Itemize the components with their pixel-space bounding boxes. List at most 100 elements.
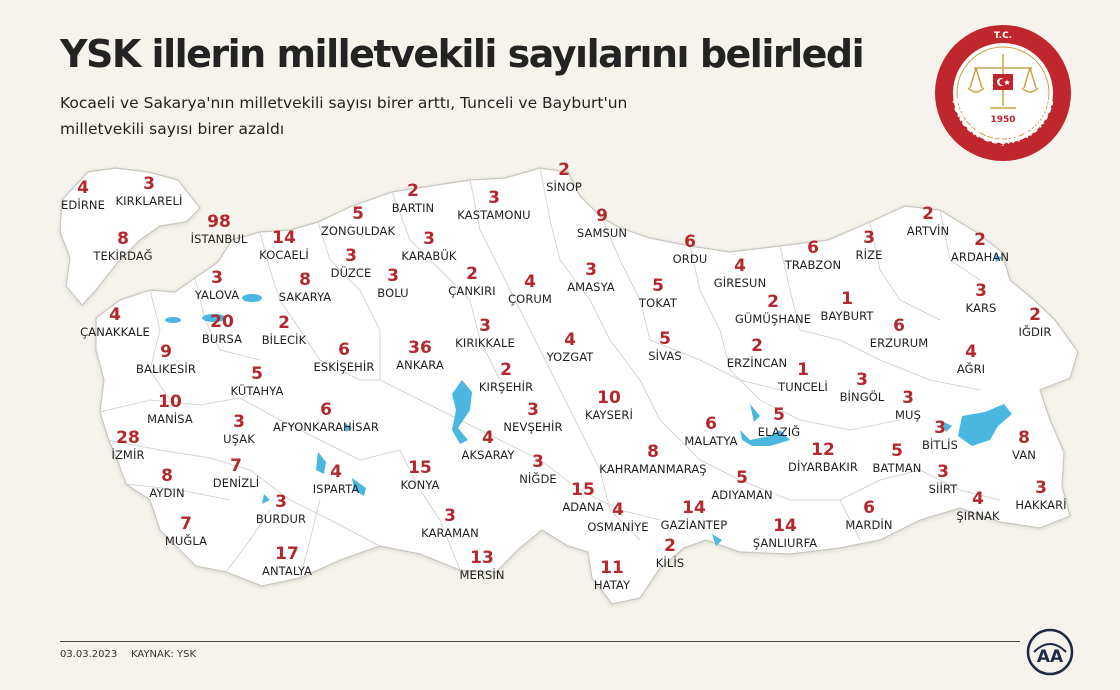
province-label: 3 KASTAMONU [457, 188, 530, 223]
seat-count: 5 [251, 364, 263, 384]
province-label: 3 BİTLİS [922, 418, 958, 453]
province-name: MALATYA [684, 434, 738, 448]
province-name: ADANA [562, 500, 604, 514]
seat-count: 3 [863, 228, 875, 248]
seat-count: 5 [659, 329, 671, 349]
ysk-seal-logo: T.C. YÜKSEK SEÇİM KURULU 1950 [935, 25, 1071, 161]
seat-count: 3 [1035, 478, 1047, 498]
lakes [165, 254, 1012, 546]
seat-count: 15 [571, 480, 595, 500]
province-label: 2 ARDAHAN [951, 230, 1009, 265]
province-label: 5 BATMAN [873, 441, 922, 476]
seat-count: 11 [600, 558, 624, 578]
province-name: İSTANBUL [190, 232, 248, 246]
seat-count: 4 [734, 256, 746, 276]
province-name: AYDIN [149, 486, 185, 500]
province-label: 8 SAKARYA [279, 270, 332, 305]
seat-count: 2 [466, 264, 478, 284]
seal-top-text: T.C. [994, 31, 1012, 41]
seat-count: 98 [207, 212, 231, 232]
province-label: 20 BURSA [202, 312, 242, 347]
seal-year: 1950 [990, 115, 1015, 125]
seat-count: 8 [1018, 428, 1030, 448]
seat-count: 4 [564, 330, 576, 350]
seat-count: 3 [211, 268, 223, 288]
seat-count: 3 [856, 370, 868, 390]
province-name: KAYSERİ [585, 408, 633, 422]
seat-count: 2 [407, 181, 419, 201]
province-label: 3 RİZE [856, 228, 883, 263]
province-label: 2 KİLİS [656, 536, 685, 571]
province-name: KIRKLARELİ [115, 194, 183, 208]
seat-count: 3 [488, 188, 500, 208]
seat-count: 3 [527, 400, 539, 420]
province-name: SİNOP [546, 180, 582, 194]
seat-count: 15 [408, 458, 432, 478]
seat-count: 1 [797, 360, 809, 380]
page-title: YSK illerin milletvekili sayılarını beli… [60, 32, 865, 76]
province-name: AKSARAY [461, 448, 515, 462]
province-name: VAN [1012, 448, 1036, 462]
province-name: DENİZLİ [212, 476, 260, 490]
province-label: 3 KARABÜK [401, 229, 456, 264]
seat-count: 8 [647, 442, 659, 462]
province-name: İZMİR [111, 448, 145, 462]
province-name: GÜMÜŞHANE [734, 312, 812, 326]
seat-count: 5 [891, 441, 903, 461]
province-label: 2 GÜMÜŞHANE [735, 292, 811, 327]
province-label: 14 GAZİANTEP [661, 498, 728, 533]
page-subtitle: Kocaeli ve Sakarya'nın milletvekili sayı… [60, 94, 628, 138]
seat-count: 2 [767, 292, 779, 312]
province-name: KARABÜK [401, 249, 457, 263]
seat-count: 8 [299, 270, 311, 290]
seat-count: 4 [972, 489, 984, 509]
province-name: KÜTAHYA [230, 384, 284, 398]
province-label: 6 TRABZON [785, 238, 842, 273]
footer-date: 03.03.2023 [60, 649, 118, 660]
province-label: 6 ORDU [673, 232, 708, 267]
seat-count: 2 [558, 160, 570, 180]
province-name: TUNCELİ [778, 380, 828, 394]
seat-count: 5 [736, 468, 748, 488]
province-label: 1 BAYBURT [820, 289, 873, 324]
province-label: 4 OSMANİYE [587, 500, 648, 535]
seat-count: 17 [275, 544, 299, 564]
province-name: MUŞ [895, 408, 921, 422]
province-label: 3 MUŞ [895, 388, 921, 423]
province-label: 4 GİRESUN [714, 256, 767, 291]
province-name: BARTIN [391, 201, 435, 215]
province-name: BALIKESİR [136, 362, 196, 376]
province-label: 7 MUĞLA [165, 514, 207, 549]
province-label: 6 MARDİN [845, 498, 892, 533]
seat-count: 9 [160, 342, 172, 362]
seat-count: 6 [338, 340, 350, 360]
province-name: GAZİANTEP [660, 518, 728, 532]
seat-count: 4 [330, 462, 342, 482]
seat-count: 2 [278, 313, 290, 333]
seat-count: 10 [158, 392, 182, 412]
seat-count: 7 [180, 514, 192, 534]
province-label: 3 KIRIKKALE [455, 316, 515, 351]
province-label: 3 KARS [966, 281, 997, 316]
seat-count: 10 [597, 388, 621, 408]
province-label: 36 ANKARA [396, 338, 444, 373]
seat-count: 3 [585, 260, 597, 280]
province-name: KAHRAMANMARAŞ [599, 462, 707, 476]
province-name: BİTLİS [921, 438, 959, 452]
province-name: ELAZIĞ [757, 425, 801, 439]
province-label: 98 İSTANBUL [191, 212, 248, 247]
province-name: ADIYAMAN [711, 488, 773, 502]
province-name: BAYBURT [820, 309, 874, 323]
province-label: 4 ÇORUM [508, 272, 552, 307]
province-name: ÇANAKKALE [80, 325, 150, 339]
province-name: TOKAT [639, 296, 677, 310]
seat-count: 5 [773, 405, 785, 425]
province-label: 1 TUNCELİ [778, 360, 828, 395]
seat-count: 14 [272, 228, 296, 248]
province-label: 5 ADIYAMAN [711, 468, 772, 503]
province-name: AMASYA [567, 280, 615, 294]
seat-count: 4 [482, 428, 494, 448]
seat-count: 4 [612, 500, 624, 520]
seat-count: 3 [275, 492, 287, 512]
province-label: 28 İZMİR [111, 428, 144, 463]
